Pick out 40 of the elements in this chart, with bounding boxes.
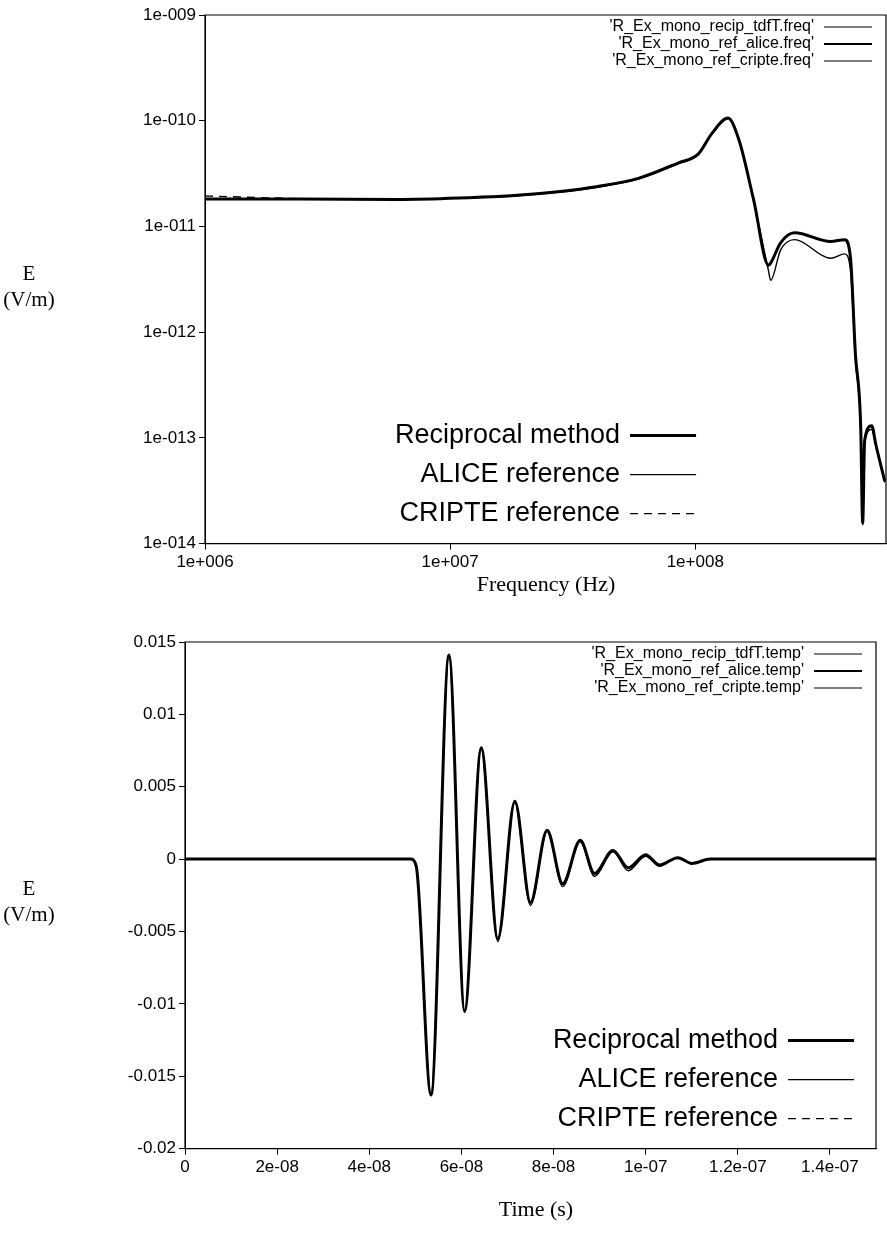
y-tick-label: 1e-013 (143, 427, 196, 447)
x-tick-label: 4e-08 (347, 1157, 392, 1177)
annotation: 'R_Ex_mono_ref_alice.temp' (600, 661, 804, 680)
y-tick-label: 0.005 (133, 776, 176, 796)
annotation: 'R_Ex_mono_ref_alice.freq' (618, 34, 814, 53)
y-tick-label: 1e-011 (144, 216, 196, 236)
legend-label: ALICE reference (420, 458, 621, 489)
x-tick-label: 1e+007 (421, 552, 479, 572)
x-axis-title: Time (s) (497, 1196, 575, 1222)
legend-label: ALICE reference (578, 1063, 778, 1094)
y-tick-label: 1e-012 (143, 321, 196, 341)
x-tick-label: 8e-08 (531, 1157, 576, 1177)
y-tick-label: 0.01 (142, 704, 176, 724)
x-tick-label: 1e-07 (623, 1157, 668, 1177)
y-tick-label: 1e-010 (143, 110, 196, 130)
y-tick-label: -0.01 (137, 993, 176, 1013)
legend-label: CRIPTE reference (557, 1102, 778, 1133)
annotation: 'R_Ex_mono_ref_cripte.temp' (594, 678, 804, 697)
annotation: 'R_Ex_mono_ref_cripte.freq' (612, 51, 814, 70)
y-tick-label: -0.02 (137, 1138, 176, 1158)
annotation: 'R_Ex_mono_recip_tdfT.freq' (609, 17, 814, 36)
y-tick-label: 0.015 (133, 631, 176, 651)
x-tick-label: 6e-08 (439, 1157, 484, 1177)
y-tick-label: -0.015 (127, 1065, 176, 1085)
y-tick-label: 1e-014 (143, 533, 196, 553)
x-tick-label: 1e+008 (666, 552, 724, 572)
x-tick-label: 2e-08 (255, 1157, 299, 1177)
annotation: 'R_Ex_mono_recip_tdfT.temp' (591, 644, 804, 663)
legend-label: Reciprocal method (394, 419, 621, 450)
y-tick-label: -0.005 (127, 921, 176, 941)
legend-label: CRIPTE reference (399, 497, 621, 528)
y-tick-label: 1e-009 (143, 4, 196, 24)
x-tick-label: 1.4e-07 (801, 1157, 859, 1177)
y-tick-label: 0 (166, 848, 176, 868)
y-axis-title: E (V/m) (2, 875, 56, 927)
x-tick-label: 1.2e-07 (708, 1157, 767, 1177)
legend-label: Reciprocal method (552, 1024, 778, 1055)
y-axis-title: E (V/m) (2, 260, 56, 312)
x-axis-title: Frequency (Hz) (475, 571, 617, 597)
x-tick-label: 1e+006 (176, 552, 234, 572)
